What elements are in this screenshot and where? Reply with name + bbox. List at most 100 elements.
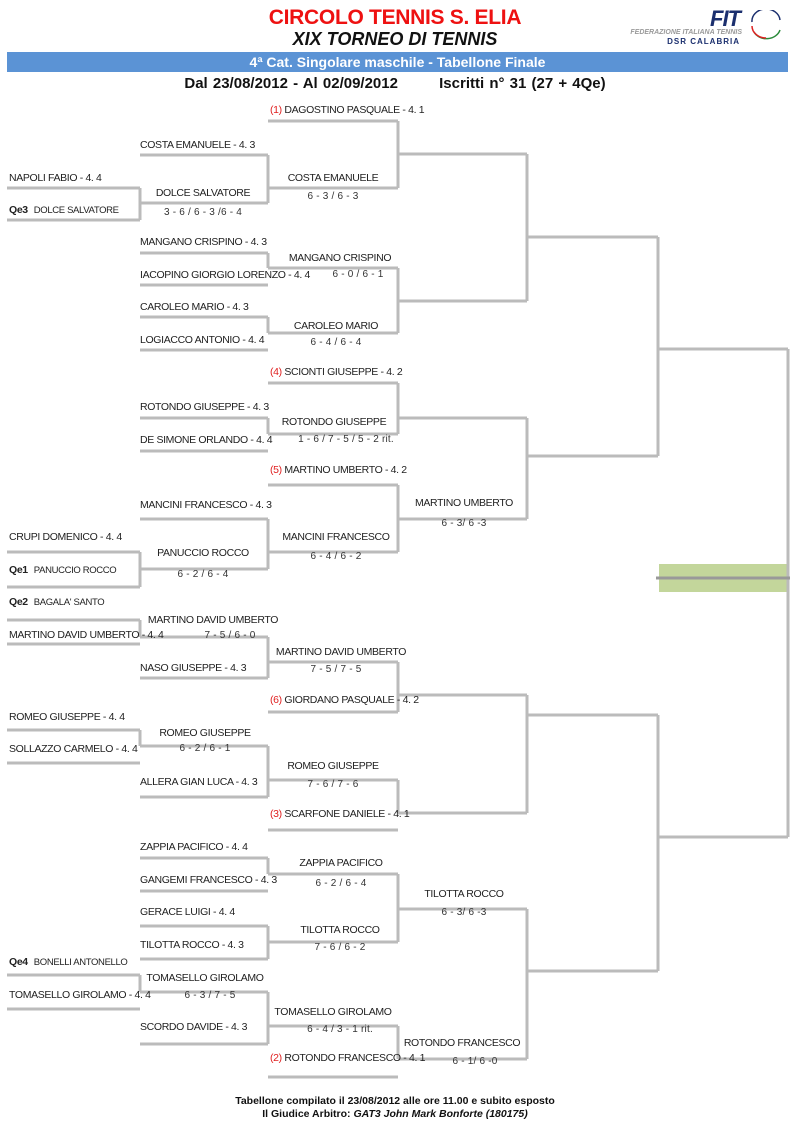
player-entry: LOGIACCO ANTONIO - 4. 4 — [140, 334, 265, 346]
match-winner: MANCINI FRANCESCO — [282, 531, 390, 543]
qualifier-label: Qe4 — [9, 956, 28, 968]
player-entry: ALLERA GIAN LUCA - 4. 3 — [140, 776, 258, 788]
player-name: DE SIMONE ORLANDO - 4. 4 — [140, 434, 273, 446]
footer-referee: Il Giudice Arbitro: GAT3 John Mark Bonfo… — [0, 1108, 790, 1120]
match-score: 3 - 6 / 6 - 3 /6 - 4 — [164, 207, 242, 218]
category-banner: 4ª Cat. Singolare maschile - Tabellone F… — [7, 52, 788, 72]
player-name: SCARFONE DANIELE - 4. 1 — [284, 808, 410, 820]
player-name: BONELLI ANTONELLO — [33, 957, 128, 968]
player-name: ZAPPIA PACIFICO - 4. 4 — [140, 841, 248, 853]
entrants-count: Iscritti n° 31 (27 + 4Qe) — [439, 75, 606, 92]
player-entry: (3) SCARFONE DANIELE - 4. 1 — [270, 808, 410, 820]
player-name: PANUCCIO ROCCO — [33, 565, 117, 576]
player-entry: GERACE LUIGI - 4. 4 — [140, 906, 235, 918]
match-score: 7 - 5 / 6 - 0 — [204, 630, 256, 641]
footer-compiled: Tabellone compilato il 23/08/2012 alle o… — [235, 1095, 555, 1107]
match-score: 6 - 4 / 6 - 2 — [310, 551, 362, 562]
match-score: 6 - 4 / 6 - 4 — [310, 337, 362, 348]
player-entry: MANCINI FRANCESCO - 4. 3 — [140, 499, 272, 511]
match-winner: MANGANO CRISPINO — [288, 252, 392, 264]
player-entry: Qe3 DOLCE SALVATORE — [9, 204, 119, 216]
referee-name: GAT3 John Mark Bonforte (180175) — [353, 1108, 528, 1120]
player-name: ROTONDO GIUSEPPE - 4. 3 — [140, 401, 269, 413]
player-name: TILOTTA ROCCO - 4. 3 — [140, 939, 244, 951]
player-entry: (2) ROTONDO FRANCESCO - 4. 1 — [270, 1052, 425, 1064]
match-winner: COSTA EMANUELE — [287, 172, 379, 184]
seed-number: (1) — [270, 104, 282, 116]
player-entry: Qe4 BONELLI ANTONELLO — [9, 956, 128, 968]
player-name: MANCINI FRANCESCO - 4. 3 — [140, 499, 272, 511]
player-name: MANGANO CRISPINO - 4. 3 — [140, 236, 267, 248]
match-score: 7 - 5 / 7 - 5 — [310, 664, 362, 675]
match-score: 6 - 2 / 6 - 4 — [315, 878, 367, 889]
match-score: 6 - 3 / 6 - 3 — [307, 191, 359, 202]
match-winner: ROTONDO FRANCESCO — [403, 1037, 521, 1049]
player-entry: SCORDO DAVIDE - 4. 3 — [140, 1021, 248, 1033]
player-entry: (1) DAGOSTINO PASQUALE - 4. 1 — [270, 104, 425, 116]
match-score: 6 - 2 / 6 - 4 — [177, 569, 229, 580]
player-entry: (4) SCIONTI GIUSEPPE - 4. 2 — [270, 366, 403, 378]
player-name: GIORDANO PASQUALE - 4. 2 — [284, 694, 419, 706]
seed-number: (2) — [270, 1052, 282, 1064]
match-winner: ZAPPIA PACIFICO — [299, 857, 383, 869]
player-entry: ROTONDO GIUSEPPE - 4. 3 — [140, 401, 269, 413]
player-entry: CAROLEO MARIO - 4. 3 — [140, 301, 249, 313]
match-score: 6 - 3/ 6 -3 — [441, 518, 487, 529]
match-score: 6 - 2 / 6 - 1 — [179, 743, 231, 754]
player-name: ROTONDO FRANCESCO - 4. 1 — [284, 1052, 426, 1064]
player-name: NAPOLI FABIO - 4. 4 — [9, 172, 102, 184]
player-entry: MANGANO CRISPINO - 4. 3 — [140, 236, 267, 248]
match-score: 6 - 3 / 7 - 5 — [184, 990, 236, 1001]
match-winner: TOMASELLO GIROLAMO — [146, 972, 264, 984]
player-name: CAROLEO MARIO - 4. 3 — [140, 301, 249, 313]
player-entry: ZAPPIA PACIFICO - 4. 4 — [140, 841, 248, 853]
player-entry: Qe1 PANUCCIO ROCCO — [9, 564, 117, 576]
player-entry: ROMEO GIUSEPPE - 4. 4 — [9, 711, 125, 723]
match-score: 7 - 6 / 7 - 6 — [307, 779, 359, 790]
tennis-ball-icon — [751, 10, 781, 40]
player-name: GERACE LUIGI - 4. 4 — [140, 906, 235, 918]
match-winner: TILOTTA ROCCO — [300, 924, 380, 936]
player-name: CRUPI DOMENICO - 4. 4 — [9, 531, 122, 543]
seed-number: (4) — [270, 366, 282, 378]
date-range: Dal 23/08/2012 - Al 02/09/2012 — [184, 75, 398, 92]
player-name: DOLCE SALVATORE — [33, 205, 119, 216]
player-name: MARTINO UMBERTO - 4. 2 — [284, 464, 407, 476]
player-name: SOLLAZZO CARMELO - 4. 4 — [9, 743, 138, 755]
seed-number: (5) — [270, 464, 282, 476]
match-score: 6 - 3/ 6 -3 — [441, 907, 487, 918]
player-name: IACOPINO GIORGIO LORENZO - 4. 4 — [140, 269, 311, 281]
player-name: NASO GIUSEPPE - 4. 3 — [140, 662, 247, 674]
club-title: CIRCOLO TENNIS S. ELIA — [268, 6, 522, 29]
seed-number: (6) — [270, 694, 282, 706]
player-name: SCORDO DAVIDE - 4. 3 — [140, 1021, 248, 1033]
player-entry: NASO GIUSEPPE - 4. 3 — [140, 662, 247, 674]
player-entry: MARTINO DAVID UMBERTO - 4. 4 — [9, 629, 164, 641]
player-name: ROMEO GIUSEPPE - 4. 4 — [9, 711, 125, 723]
match-winner: MARTINO DAVID UMBERTO — [275, 646, 407, 658]
info-line: Dal 23/08/2012 - Al 02/09/2012 Iscritti … — [0, 75, 790, 92]
match-score: 6 - 1/ 6 -0 — [452, 1056, 498, 1067]
match-winner: TILOTTA ROCCO — [424, 888, 504, 900]
match-score: 6 - 4 / 3 - 1 rit. — [307, 1024, 373, 1035]
logo-federation-text: FEDERAZIONE ITALIANA TENNIS — [630, 29, 742, 36]
player-name: LOGIACCO ANTONIO - 4. 4 — [140, 334, 265, 346]
match-winner: ROMEO GIUSEPPE — [287, 760, 379, 772]
player-name: ALLERA GIAN LUCA - 4. 3 — [140, 776, 258, 788]
player-entry: DE SIMONE ORLANDO - 4. 4 — [140, 434, 273, 446]
seed-number: (3) — [270, 808, 282, 820]
player-entry: (5) MARTINO UMBERTO - 4. 2 — [270, 464, 407, 476]
player-name: COSTA EMANUELE - 4. 3 — [140, 139, 255, 151]
player-entry: NAPOLI FABIO - 4. 4 — [9, 172, 102, 184]
match-winner: DOLCE SALVATORE — [155, 187, 251, 199]
player-entry: GANGEMI FRANCESCO - 4. 3 — [140, 874, 277, 886]
referee-label: Il Giudice Arbitro: — [262, 1108, 351, 1120]
player-entry: TILOTTA ROCCO - 4. 3 — [140, 939, 244, 951]
player-entry: Qe2 BAGALA' SANTO — [9, 596, 105, 608]
match-winner: MARTINO DAVID UMBERTO — [147, 614, 279, 626]
match-winner: MARTINO UMBERTO — [414, 497, 514, 509]
logo-fit-text: FIT — [710, 6, 741, 31]
player-entry: IACOPINO GIORGIO LORENZO - 4. 4 — [140, 269, 310, 281]
fit-logo: FIT FEDERAZIONE ITALIANA TENNIS DSR CALA… — [590, 6, 786, 46]
